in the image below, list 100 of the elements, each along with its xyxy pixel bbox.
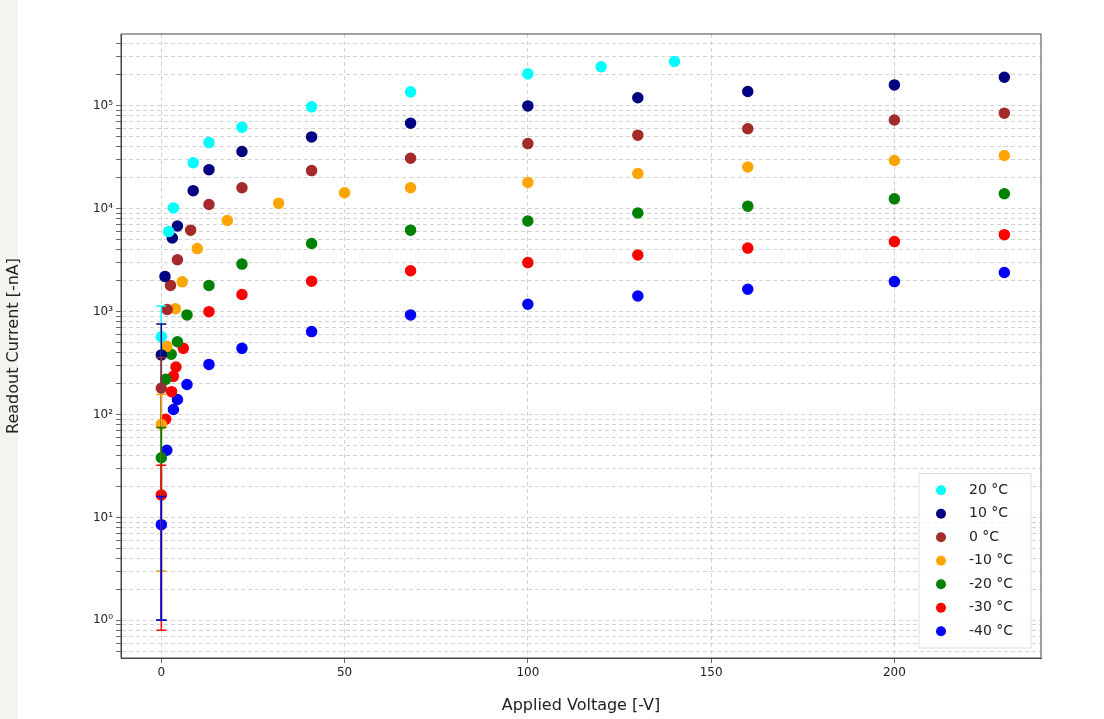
point	[742, 161, 754, 173]
point	[998, 149, 1011, 162]
point	[203, 163, 215, 176]
point	[668, 55, 681, 68]
point	[742, 283, 754, 296]
y-tick-label: 10¹	[92, 509, 114, 524]
point	[522, 100, 534, 112]
point	[742, 122, 754, 135]
point	[236, 258, 248, 270]
point	[632, 207, 644, 219]
y-tick-label: 10⁵	[92, 98, 114, 113]
point	[632, 129, 644, 141]
point	[632, 167, 644, 180]
point	[171, 220, 184, 232]
point	[522, 176, 534, 189]
point	[203, 305, 215, 318]
point	[742, 85, 754, 98]
point	[236, 121, 248, 134]
legend-label: -30 °C	[969, 598, 1014, 615]
point	[742, 242, 754, 254]
x-tick-label: 150	[699, 665, 723, 680]
point	[305, 325, 318, 338]
point	[632, 92, 644, 104]
point	[165, 385, 178, 398]
point	[522, 137, 534, 150]
point	[171, 336, 184, 348]
point	[888, 114, 901, 126]
point	[171, 393, 184, 406]
point	[203, 279, 215, 292]
point	[305, 101, 318, 113]
point	[632, 290, 644, 302]
y-tick-label: 10⁰	[92, 612, 114, 627]
legend-label: 20 °C	[969, 480, 1009, 497]
legend-label: 10 °C	[969, 504, 1009, 521]
point	[305, 237, 318, 250]
point	[632, 249, 644, 261]
point	[191, 242, 203, 255]
point	[998, 188, 1011, 200]
y-tick-label: 10²	[92, 406, 114, 421]
point	[404, 264, 417, 277]
point	[203, 358, 215, 371]
point	[998, 71, 1011, 83]
point	[176, 276, 188, 288]
point	[404, 86, 417, 98]
point	[888, 193, 901, 205]
point	[171, 253, 184, 266]
x-axis-title: Applied Voltage [-V]	[501, 694, 661, 714]
point	[522, 215, 534, 227]
point	[595, 61, 607, 73]
point	[888, 275, 901, 288]
y-tick-label: 10³	[92, 303, 114, 318]
point	[187, 184, 199, 197]
point	[404, 182, 417, 194]
legend-label: 0 °C	[969, 527, 1000, 544]
point	[888, 79, 901, 91]
point	[159, 270, 171, 283]
point	[181, 309, 193, 321]
y-axis-title: Readout Current [-nA]	[2, 257, 22, 435]
point	[404, 152, 417, 164]
point	[187, 157, 199, 169]
point	[167, 403, 180, 416]
point	[522, 298, 534, 311]
legend-label: -40 °C	[969, 621, 1014, 638]
point	[203, 198, 215, 211]
point	[404, 309, 417, 321]
point	[998, 107, 1011, 119]
point	[272, 197, 285, 210]
point	[164, 279, 177, 292]
point	[181, 378, 193, 391]
point	[742, 200, 754, 212]
point	[305, 131, 318, 143]
legend-label: -10 °C	[969, 551, 1014, 568]
point	[888, 154, 901, 167]
point	[184, 224, 197, 236]
point	[404, 117, 417, 129]
y-tick-label: 10⁴	[92, 200, 114, 215]
point	[338, 187, 351, 199]
point	[162, 225, 175, 238]
point	[998, 228, 1011, 241]
point	[221, 214, 234, 227]
point	[236, 182, 248, 194]
point	[522, 68, 534, 80]
point	[404, 224, 417, 236]
legend-label: -20 °C	[969, 574, 1014, 591]
x-tick-label: 0	[157, 665, 166, 680]
x-tick-label: 100	[516, 665, 540, 680]
point	[161, 340, 173, 353]
point	[305, 275, 318, 287]
point	[888, 235, 901, 248]
x-tick-label: 200	[882, 665, 906, 680]
point	[998, 266, 1011, 279]
x-tick-label: 50	[336, 665, 353, 680]
point	[236, 288, 248, 301]
point	[203, 136, 215, 149]
point	[236, 342, 248, 355]
point	[305, 164, 318, 177]
point	[236, 145, 248, 158]
point	[161, 303, 173, 316]
point	[167, 202, 180, 214]
point	[170, 361, 182, 373]
